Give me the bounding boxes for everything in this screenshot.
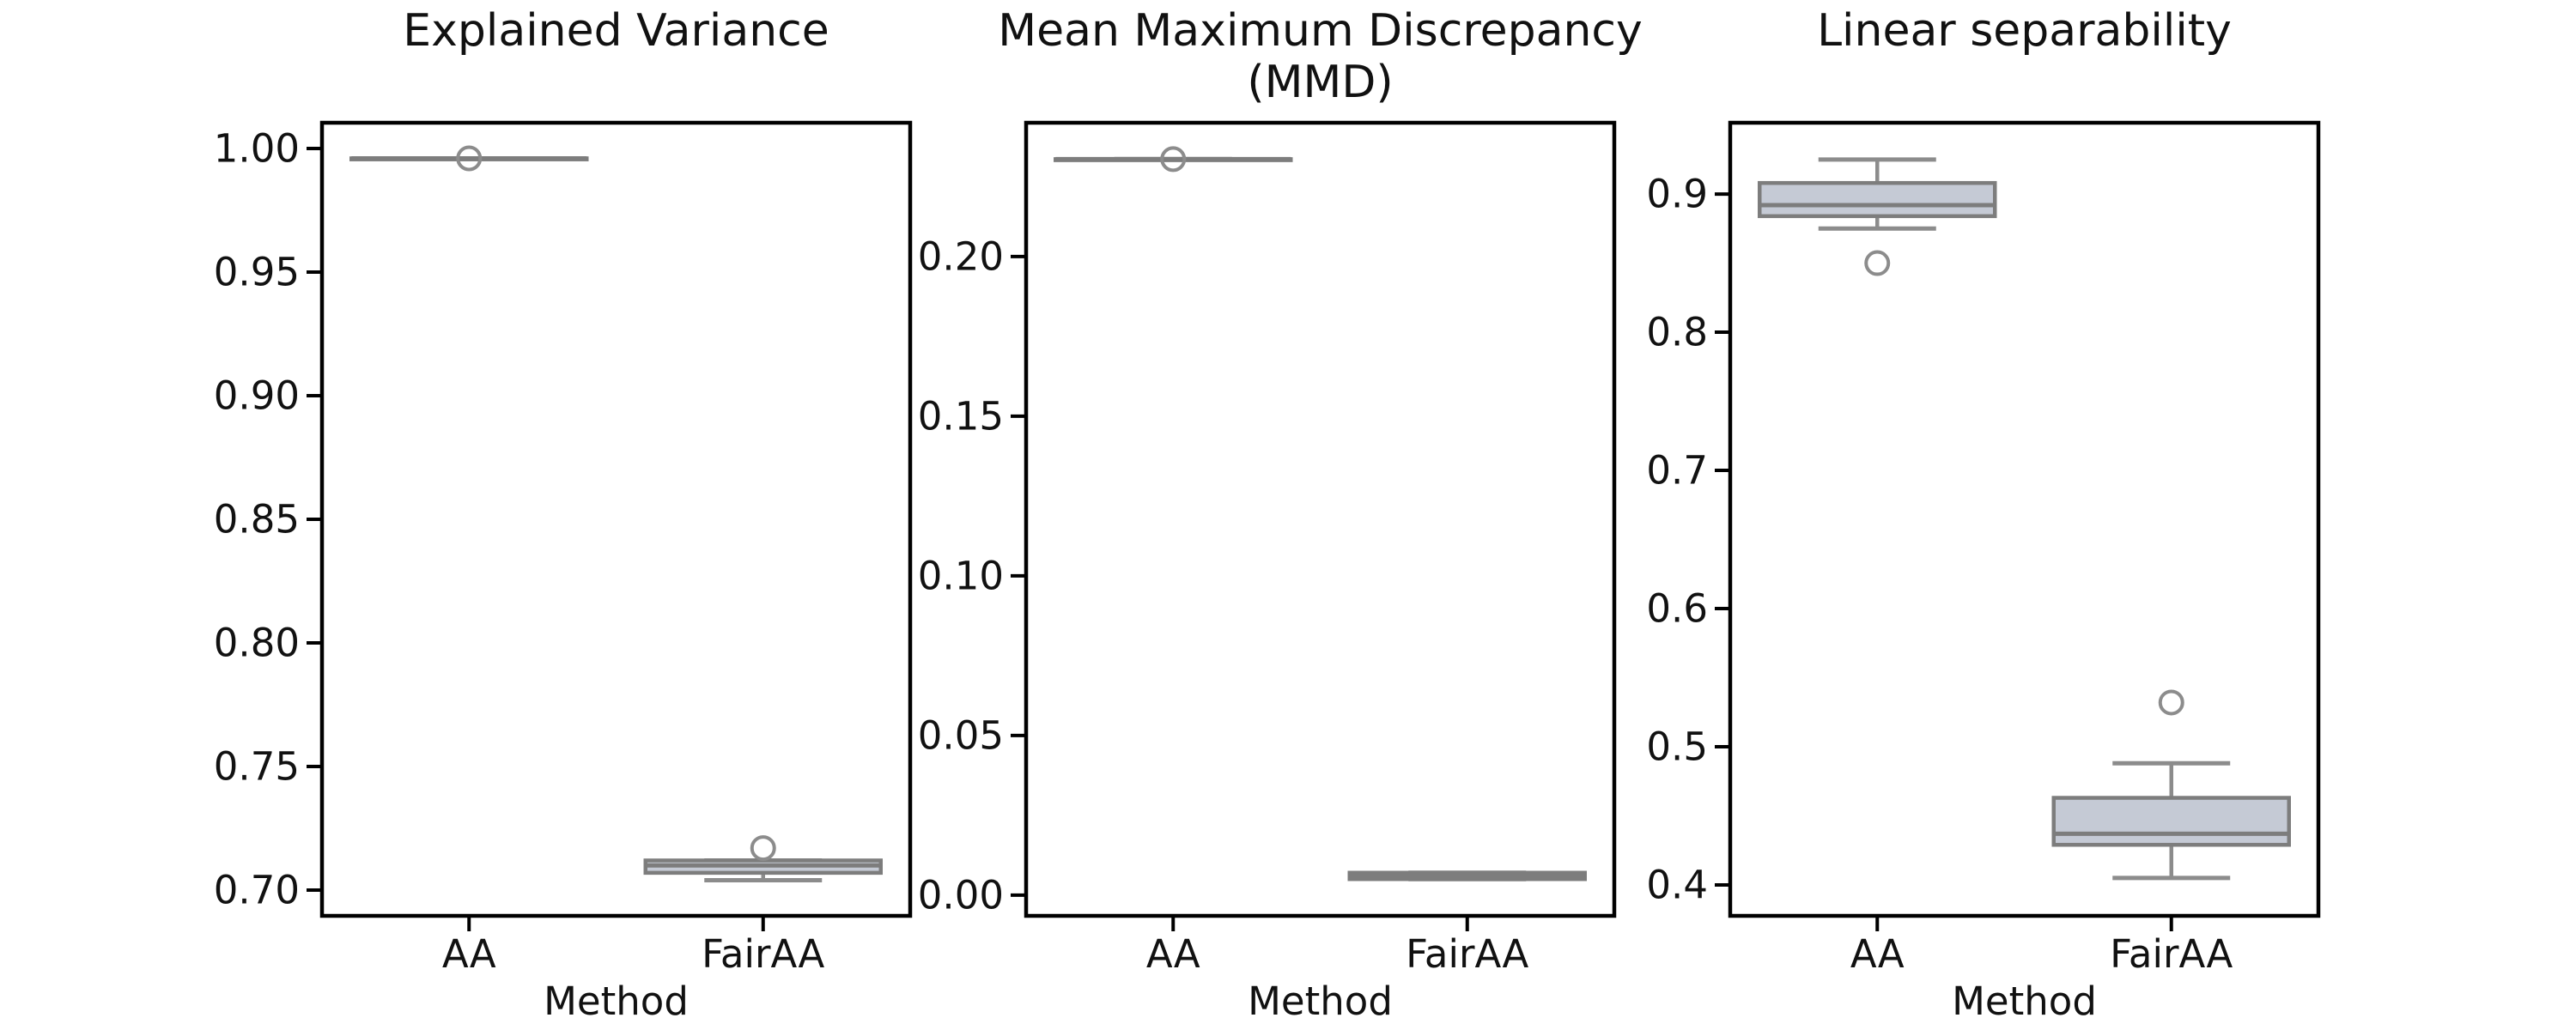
axes-frame — [1024, 120, 1617, 918]
x-axis-label-method-1: Method — [544, 978, 689, 1024]
y-tick-label: 0.70 — [214, 868, 300, 913]
y-tick-label: 0.4 — [1646, 862, 1708, 907]
outlier-point — [1864, 250, 1891, 276]
y-tick-label: 0.5 — [1646, 724, 1708, 769]
x-axis-label-method-2: Method — [1248, 978, 1393, 1024]
y-tick-label: 0.15 — [918, 393, 1004, 439]
y-tick-label: 0.20 — [918, 233, 1004, 279]
outlier-point — [750, 835, 776, 862]
y-tick-label: 0.00 — [918, 872, 1004, 918]
outlier-point — [2158, 689, 2184, 716]
y-tick-label: 0.90 — [214, 373, 300, 418]
outlier-point — [1160, 146, 1187, 173]
panel-title-linear-separability: Linear separability — [1817, 5, 2232, 57]
x-tick-label-fairaa: FairAA — [2110, 931, 2233, 977]
y-tick-label: 0.75 — [214, 744, 300, 790]
y-tick-label: 0.8 — [1646, 310, 1708, 355]
y-tick-label: 0.95 — [214, 249, 300, 294]
x-axis-label-method-3: Method — [1952, 978, 2097, 1024]
y-tick-label: 0.9 — [1646, 172, 1708, 217]
x-tick-label-fairaa: FairAA — [1406, 931, 1528, 977]
iqr-box-fairaa — [2051, 796, 2291, 847]
y-tick-label: 0.85 — [214, 497, 300, 542]
axes-frame — [1728, 120, 2321, 918]
y-tick-label: 0.6 — [1646, 585, 1708, 631]
axes-frame — [319, 120, 913, 918]
y-tick-label: 0.10 — [918, 553, 1004, 598]
y-tick-label: 0.05 — [918, 712, 1004, 758]
outlier-point — [456, 145, 483, 172]
x-tick-label-aa: AA — [1850, 931, 1905, 977]
x-tick-label-aa: AA — [442, 931, 496, 977]
x-tick-label-fairaa: FairAA — [702, 931, 824, 977]
x-tick-label-aa: AA — [1146, 931, 1200, 977]
panel-title-mmd: Mean Maximum Discrepancy (MMD) — [998, 5, 1643, 108]
y-tick-label: 1.00 — [214, 125, 300, 171]
y-tick-label: 0.7 — [1646, 448, 1708, 494]
panel-title-explained-variance: Explained Variance — [403, 5, 829, 57]
y-tick-label: 0.80 — [214, 621, 300, 666]
iqr-box-aa — [1758, 180, 1997, 219]
